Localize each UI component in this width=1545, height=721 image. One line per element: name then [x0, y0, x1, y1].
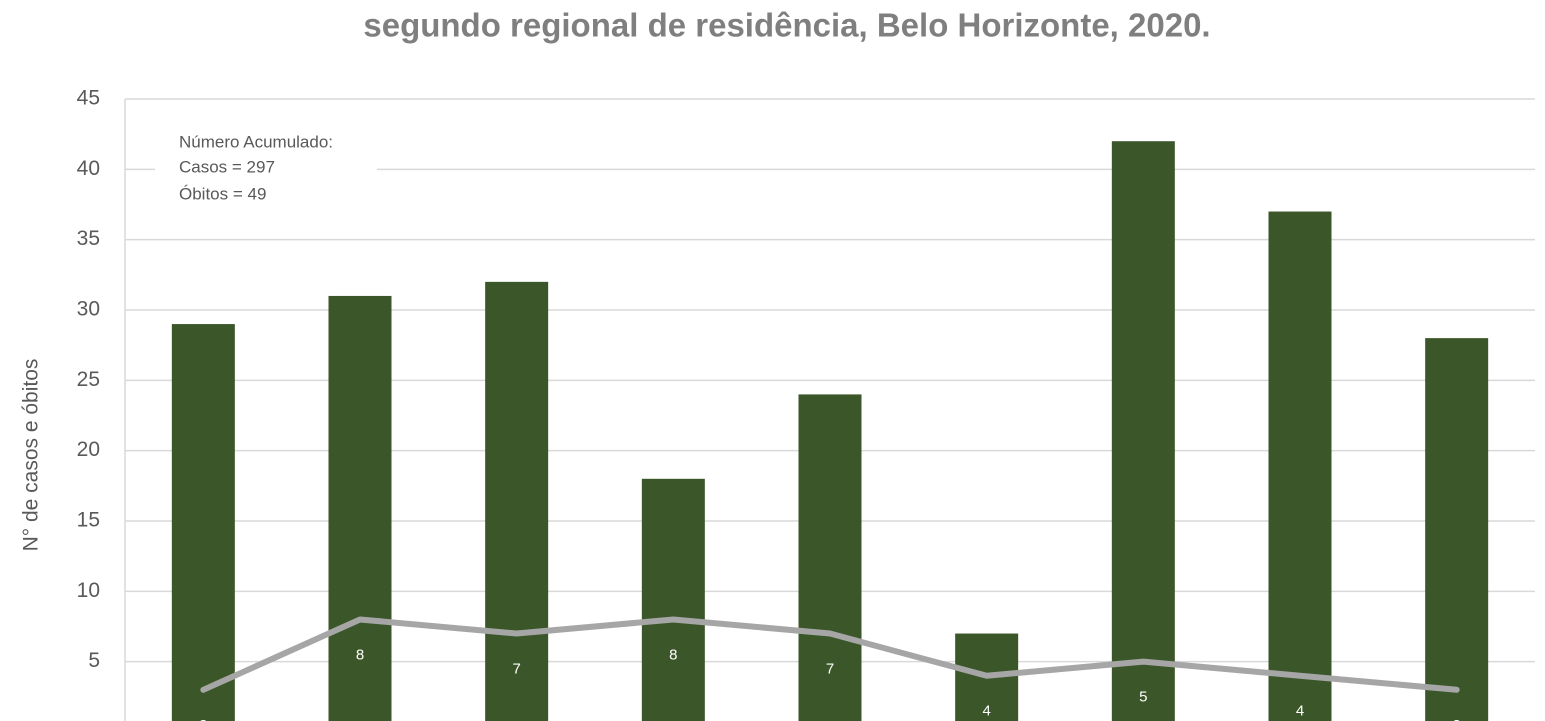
bar	[1268, 211, 1332, 721]
line	[200, 616, 1460, 693]
annotation-box	[155, 128, 377, 214]
bar	[485, 281, 549, 721]
y-tick-label: 45	[77, 87, 100, 110]
bar	[1111, 141, 1175, 721]
y-tick-label: 20	[77, 438, 100, 461]
data-label: 7	[512, 661, 520, 678]
y-tick-label: 30	[77, 298, 100, 321]
marks: 3 8 7 8 7 4 5 4 3	[171, 141, 1489, 721]
data-label: 5	[1139, 689, 1147, 706]
chart-title: segundo regional de residência, Belo Hor…	[363, 7, 1210, 44]
bar	[1425, 338, 1489, 721]
data-label: 4	[982, 703, 990, 720]
annotation: Óbitos = 49	[179, 184, 266, 203]
data-label: 3	[199, 717, 207, 721]
annotation: Número Acumulado:	[179, 132, 333, 151]
y-tick-label: 25	[77, 368, 100, 391]
y-tick-label: 35	[77, 227, 100, 250]
bar	[328, 295, 392, 721]
data-label: 7	[826, 661, 834, 678]
y-axis-label: N° de casos e óbitos	[20, 359, 43, 552]
y-tick-label: 10	[77, 579, 100, 602]
data-label: 3	[1452, 717, 1460, 721]
y-tick-label: 5	[88, 649, 100, 672]
data-label: 8	[356, 646, 364, 663]
bar	[171, 324, 235, 721]
y-tick-label: 40	[77, 157, 100, 180]
bar	[641, 478, 705, 721]
annotation: Casos = 297	[179, 157, 275, 176]
data-label: 8	[669, 646, 677, 663]
y-tick-label: 15	[77, 509, 100, 532]
bar	[798, 394, 862, 721]
data-label: 4	[1296, 703, 1304, 720]
